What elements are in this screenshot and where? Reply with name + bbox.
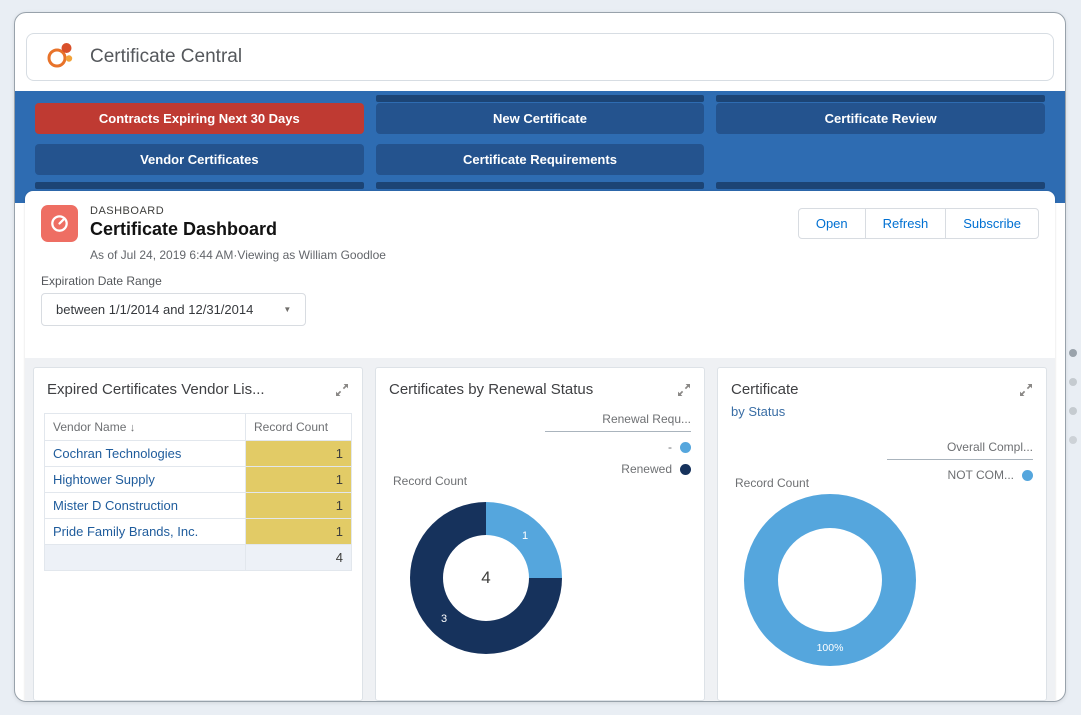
page-dot: [1069, 407, 1077, 415]
expired-certificates-card: Expired Certificates Vendor Lis...: [33, 367, 363, 701]
table-row: Mister D Construction 1: [44, 492, 352, 519]
vendor-link[interactable]: Mister D Construction: [53, 498, 178, 513]
dashboard-cards-area: Expired Certificates Vendor Lis...: [25, 358, 1055, 701]
segment-value-label: 1: [522, 530, 529, 542]
dashboard-titles: DASHBOARD Certificate Dashboard As of Ju…: [90, 205, 386, 262]
card-title: Certificates by Renewal Status: [389, 381, 594, 398]
dashboard-header: DASHBOARD Certificate Dashboard As of Ju…: [25, 191, 1055, 262]
nav-vendor-certificates-button[interactable]: Vendor Certificates: [35, 144, 364, 175]
legend-dot: [680, 463, 691, 475]
legend-dot: [1022, 469, 1033, 481]
legend-title: Overall Compl...: [887, 440, 1033, 460]
table-total-row: 4: [44, 544, 352, 571]
app-header-wrap: Certificate Central: [15, 13, 1065, 81]
card-header: Certificate: [718, 368, 1046, 400]
chart-legend: Renewal Requ... - Renewed: [545, 412, 691, 476]
donut-center-total: 4: [481, 568, 491, 587]
chevron-down-icon: ▼: [283, 305, 292, 314]
table-row: Hightower Supply 1: [44, 466, 352, 493]
dashboard-panel: DASHBOARD Certificate Dashboard As of Ju…: [25, 191, 1055, 701]
expiration-date-range-dropdown[interactable]: between 1/1/2014 and 12/31/2014 ▼: [41, 293, 307, 326]
dashboard-title: Certificate Dashboard: [90, 219, 278, 239]
dashboard-as-of-text: As of Jul 24, 2019 6:44 AM·Viewing as Wi…: [90, 248, 386, 262]
refresh-button[interactable]: Refresh: [864, 208, 947, 239]
vendor-table: Vendor Name ↓ Record Count Cochran Techn…: [44, 413, 352, 571]
expand-icon[interactable]: [335, 381, 349, 400]
nav-contracts-expiring-button[interactable]: Contracts Expiring Next 30 Days: [35, 103, 364, 134]
card-title: Certificate: [731, 381, 799, 398]
page-indicator-dots: [1067, 349, 1079, 444]
vendor-link[interactable]: Cochran Technologies: [53, 446, 182, 461]
dashboard-type-label: DASHBOARD: [90, 205, 165, 217]
app-header: Certificate Central: [26, 33, 1054, 81]
legend-item[interactable]: Renewed: [545, 462, 691, 476]
open-button[interactable]: Open: [797, 208, 866, 239]
page-dot: [1069, 378, 1077, 386]
nav-certificate-requirements-button[interactable]: Certificate Requirements: [375, 144, 705, 175]
legend-item[interactable]: NOT COM...: [887, 468, 1033, 482]
partial-button-bar: [716, 95, 1045, 102]
legend-title: Renewal Requ...: [545, 412, 691, 432]
card-title: Expired Certificates Vendor Lis...: [47, 381, 265, 398]
card-header: Expired Certificates Vendor Lis...: [34, 368, 362, 400]
partial-button-bar: [716, 182, 1045, 189]
partial-button-bar: [375, 182, 705, 189]
record-count-cell: 1: [245, 440, 352, 467]
nav-certificate-review-button[interactable]: Certificate Review: [716, 103, 1045, 134]
table-row: Pride Family Brands, Inc. 1: [44, 518, 352, 545]
dashboard-action-group: Open Refresh Subscribe: [797, 208, 1039, 239]
segment-value-label: 3: [441, 613, 448, 625]
page-dot: [1069, 436, 1077, 444]
expand-icon[interactable]: [1019, 381, 1033, 400]
record-count-cell: 1: [245, 518, 352, 545]
status-donut-chart[interactable]: 100%: [744, 494, 916, 666]
legend-item[interactable]: -: [545, 440, 691, 454]
total-row-empty-cell: [44, 544, 246, 571]
chart-legend: Overall Compl... NOT COM...: [887, 440, 1033, 482]
app-window: Certificate Central Contracts Expiring N…: [14, 12, 1066, 702]
vendor-link[interactable]: Pride Family Brands, Inc.: [53, 524, 199, 539]
renewal-status-card: Certificates by Renewal Status Renewal R…: [375, 367, 705, 701]
certificate-status-card: Certificate by Status Overall Compl...: [717, 367, 1047, 701]
filter-row: Expiration Date Range between 1/1/2014 a…: [25, 262, 1055, 358]
renewal-donut-chart[interactable]: 1 3 4: [410, 502, 562, 654]
axis-label: Record Count: [735, 476, 810, 490]
record-count-cell: 1: [245, 466, 352, 493]
partial-button-bar: [35, 182, 364, 189]
record-count-column-header[interactable]: Record Count: [245, 413, 352, 441]
axis-label: Record Count: [393, 474, 468, 488]
table-row: Cochran Technologies 1: [44, 440, 352, 467]
legend-dot: [680, 441, 691, 453]
card-subtitle: by Status: [731, 404, 786, 419]
sort-descending-icon: ↓: [129, 422, 136, 434]
expand-icon[interactable]: [677, 381, 691, 400]
page-dot: [1069, 349, 1077, 357]
partial-button-bar: [375, 95, 705, 102]
total-count-cell: 4: [245, 544, 352, 571]
table-header-row: Vendor Name ↓ Record Count: [44, 413, 352, 441]
expiration-date-range-label: Expiration Date Range: [41, 274, 162, 288]
percent-label: 100%: [816, 642, 844, 654]
date-range-value: between 1/1/2014 and 12/31/2014: [56, 302, 254, 317]
dashboard-icon: [41, 205, 78, 242]
subscribe-button[interactable]: Subscribe: [945, 208, 1039, 239]
vendor-link[interactable]: Hightower Supply: [53, 472, 155, 487]
card-header: Certificates by Renewal Status: [376, 368, 704, 400]
vendor-name-column-header[interactable]: Vendor Name ↓: [44, 413, 246, 441]
nav-button-bar: Contracts Expiring Next 30 Days New Cert…: [15, 91, 1065, 203]
app-logo-icon: [42, 38, 76, 77]
record-count-cell: 1: [245, 492, 352, 519]
app-title: Certificate Central: [90, 46, 243, 67]
nav-new-certificate-button[interactable]: New Certificate: [375, 103, 705, 134]
